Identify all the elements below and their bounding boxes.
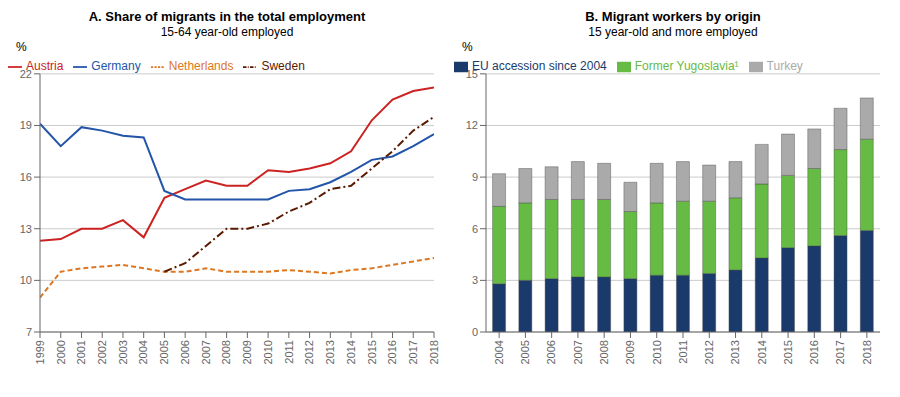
html-text:Former Yugoslavia¹: Former Yugoslavia¹ (634, 59, 739, 73)
svg-text:2002: 2002 (96, 340, 108, 364)
svg-text:2017: 2017 (407, 340, 419, 364)
html-text:Sweden: Sweden (261, 59, 305, 73)
svg-text:2011: 2011 (283, 340, 295, 364)
svg-text:2014: 2014 (756, 340, 768, 364)
html-text:Austria: Austria (26, 59, 64, 73)
svg-text:2009: 2009 (624, 340, 636, 364)
html-text:Germany: Germany (91, 59, 141, 73)
svg-text:15: 15 (466, 68, 478, 80)
svg-text:19: 19 (20, 119, 32, 131)
svg-text:2016: 2016 (386, 340, 398, 364)
svg-text:2010: 2010 (262, 340, 274, 364)
svg-text:2018: 2018 (428, 340, 440, 364)
svg-text:22: 22 (20, 68, 32, 80)
html-text:Turkey: Turkey (766, 59, 803, 73)
svg-text:2008: 2008 (220, 340, 232, 364)
html-text:15-64 year-old employed: 15-64 year-old employed (160, 25, 294, 39)
html-text:A. Share of migrants in the to: A. Share of migrants in the total employ… (88, 9, 366, 24)
svg-text:2005: 2005 (158, 340, 170, 364)
html-text:15 year-old and more employed: 15 year-old and more employed (588, 25, 758, 39)
svg-text:2017: 2017 (834, 340, 846, 364)
html-text:EU accession since 2004: EU accession since 2004 (472, 59, 607, 73)
svg-text:10: 10 (20, 274, 32, 286)
svg-text:1999: 1999 (34, 340, 46, 364)
svg-text:3: 3 (472, 274, 478, 286)
svg-text:12: 12 (466, 119, 478, 131)
svg-text:2013: 2013 (324, 340, 336, 364)
svg-text:2018: 2018 (861, 340, 873, 364)
svg-text:2006: 2006 (179, 340, 191, 364)
svg-text:2011: 2011 (677, 340, 689, 364)
svg-text:2007: 2007 (572, 340, 584, 364)
svg-text:2005: 2005 (519, 340, 531, 364)
svg-text:2013: 2013 (729, 340, 741, 364)
svg-text:6: 6 (472, 223, 478, 235)
html-text:Netherlands: Netherlands (168, 59, 234, 73)
svg-text:2004: 2004 (493, 340, 505, 364)
svg-text:2004: 2004 (137, 340, 149, 364)
svg-text:2003: 2003 (117, 340, 129, 364)
svg-text:2015: 2015 (782, 340, 794, 364)
svg-text:0: 0 (472, 326, 478, 338)
svg-text:2000: 2000 (55, 340, 67, 364)
svg-text:2001: 2001 (75, 340, 87, 364)
svg-text:2016: 2016 (808, 340, 820, 364)
svg-text:2012: 2012 (303, 340, 315, 364)
svg-text:2015: 2015 (366, 340, 378, 364)
svg-text:13: 13 (20, 223, 32, 235)
svg-text:7: 7 (26, 326, 32, 338)
svg-text:2009: 2009 (241, 340, 253, 364)
html-text:B. Migrant workers by origin: B. Migrant workers by origin (585, 9, 761, 24)
svg-text:2007: 2007 (200, 340, 212, 364)
svg-text:9: 9 (472, 171, 478, 183)
svg-text:2012: 2012 (703, 340, 715, 364)
svg-text:2008: 2008 (598, 340, 610, 364)
svg-text:2014: 2014 (345, 340, 357, 364)
svg-text:16: 16 (20, 171, 32, 183)
svg-text:2010: 2010 (651, 340, 663, 364)
svg-text:2006: 2006 (545, 340, 557, 364)
